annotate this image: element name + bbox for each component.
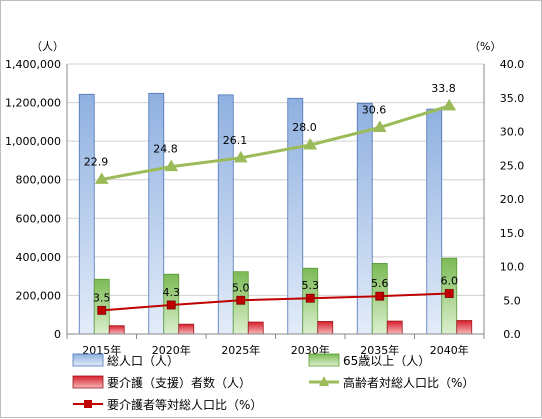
- y-right-tick-label: 30.0: [500, 126, 525, 139]
- x-tick-label: 2025年: [221, 343, 260, 357]
- data-label: 5.3: [302, 279, 320, 292]
- x-tick-label: 2020年: [152, 343, 191, 357]
- line-point: [305, 293, 315, 303]
- line-point: [166, 300, 176, 310]
- data-label: 6.0: [441, 275, 459, 288]
- bar: [386, 320, 403, 335]
- line-point: [236, 295, 246, 305]
- y-left-tick-label: 800,000: [16, 174, 62, 187]
- line-point: [233, 150, 248, 163]
- y-right-tick-label: 35.0: [500, 92, 525, 105]
- legend-swatch: [72, 353, 104, 367]
- legend-label: 要介護（支援）者数（人）: [107, 375, 251, 390]
- bar: [217, 94, 234, 335]
- y-left-tick-label: 1,200,000: [5, 97, 61, 110]
- data-label: 5.0: [232, 281, 250, 294]
- legend-label: 65歳以上（人）: [343, 354, 430, 368]
- bar: [78, 93, 95, 335]
- data-label: 33.8: [431, 82, 456, 95]
- line-point: [442, 98, 457, 111]
- legend-label: 総人口（人）: [107, 354, 179, 368]
- legend-swatch: [308, 353, 340, 367]
- x-tick-label: 2040年: [430, 343, 469, 357]
- y-right-tick-label: 40.0: [500, 58, 525, 71]
- x-tick-label: 2015年: [82, 343, 121, 357]
- legend-label: 高齢者対総人口比（%）: [343, 375, 474, 390]
- y-right-tick-label: 25.0: [500, 159, 525, 172]
- right-axis-unit: （%）: [469, 40, 501, 53]
- bar: [456, 320, 473, 335]
- left-axis-unit: （人）: [31, 40, 64, 53]
- axes: 0 200,000 400,000 600,000 800,000 1,000,000 1,…: [5, 58, 524, 357]
- y-left-tick-label: 1,400,000: [5, 58, 61, 71]
- bar: [247, 321, 264, 335]
- series-line: [101, 104, 450, 181]
- y-right-tick-label: 20.0: [500, 193, 525, 206]
- bar: [178, 323, 195, 335]
- legend-marker: [84, 400, 92, 408]
- data-label: 28.0: [292, 121, 317, 134]
- x-tick-label: 2035年: [360, 343, 399, 357]
- line-point: [444, 289, 454, 298]
- y-right-tick-label: 10.0: [500, 261, 525, 274]
- legend: 総人口（人） 65歳以上（人） 要介護（支援）者数（人） 高齢者対総人口比（%） 要介護…: [72, 353, 474, 412]
- y-right-tick-label: 15.0: [500, 227, 525, 240]
- line-point: [375, 291, 385, 301]
- y-left-tick-label: 600,000: [16, 212, 62, 225]
- line-point: [94, 172, 109, 184]
- data-label: 24.8: [153, 143, 178, 156]
- bar: [426, 108, 443, 335]
- y-right-tick-label: 5.0: [503, 294, 521, 307]
- data-label: 22.9: [84, 155, 109, 168]
- y-left-tick-label: 200,000: [16, 289, 62, 302]
- y-left-tick-label: 1,000,000: [5, 135, 61, 148]
- data-label: 4.3: [163, 286, 181, 299]
- line-point: [303, 138, 318, 150]
- legend-marker: [319, 376, 329, 386]
- bar: [148, 92, 165, 335]
- legend-swatch: [72, 375, 104, 389]
- line-point: [372, 120, 387, 132]
- line-point: [97, 305, 107, 315]
- y-right-tick-label: 0.0: [503, 328, 521, 341]
- bars: [78, 92, 473, 335]
- x-tick-label: 2030年: [291, 343, 330, 357]
- data-label: 3.5: [93, 291, 111, 304]
- bar: [317, 321, 334, 335]
- line-point: [164, 159, 179, 172]
- legend-label: 要介護者等対総人口比（%）: [107, 397, 262, 412]
- bar: [356, 102, 373, 335]
- data-label: 26.1: [223, 134, 248, 147]
- data-label: 5.6: [371, 277, 389, 290]
- gridlines: [67, 63, 484, 296]
- series-line: [101, 292, 450, 312]
- y-left-tick-label: 0: [54, 328, 61, 341]
- y-left-tick-label: 400,000: [16, 251, 62, 264]
- lines: 22.9 24.8 26.1 28.0 30.6 33.8 3.5 4.3 5.0 5.3 5.6 6…: [84, 82, 458, 315]
- bar: [108, 325, 125, 335]
- data-label: 30.6: [362, 103, 387, 116]
